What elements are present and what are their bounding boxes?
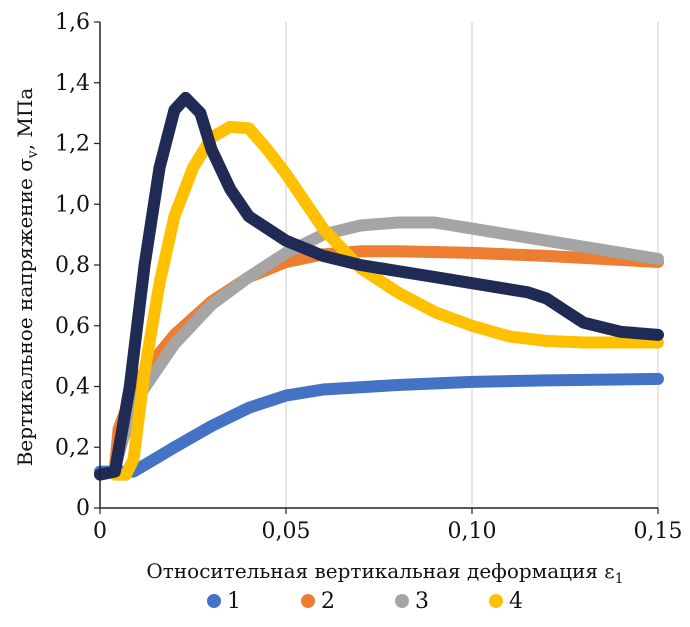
y-tick-label: 0,8	[55, 253, 90, 278]
y-tick-label: 0,4	[55, 375, 90, 400]
x-tick-label: 0,05	[262, 519, 311, 544]
y-tick-label: 1,4	[55, 71, 90, 96]
x-tick-label: 0,15	[634, 519, 683, 544]
x-axis-title-main: Относительная вертикальная деформация ε	[146, 559, 614, 583]
legend-label-1: 1	[227, 589, 241, 614]
x-tick-label: 0	[93, 519, 107, 544]
series-line-4	[108, 120, 664, 481]
y-axis-title: Вертикальное напряжение σv, МПа	[13, 88, 41, 467]
series-lines	[94, 91, 664, 481]
y-tick-label: 0,2	[55, 435, 90, 460]
legend: 1 2 3 4	[207, 589, 523, 614]
x-axis-title-subscript: 1	[615, 571, 624, 587]
y-tick-label: 0,6	[55, 314, 90, 339]
series-line-2	[108, 245, 664, 475]
y-axis-title-main: Вертикальное напряжение σ	[13, 158, 37, 466]
legend-label-4: 4	[509, 589, 523, 614]
x-axis-title: Относительная вертикальная деформация ε1	[146, 559, 623, 587]
y-tick-label: 0	[76, 496, 90, 521]
legend-marker-3	[395, 594, 409, 608]
legend-label-3: 3	[415, 589, 429, 614]
y-axis-title-subscript: v	[25, 150, 41, 159]
y-axis-title-unit: , МПа	[13, 88, 37, 151]
y-tick-label: 1,2	[55, 132, 90, 157]
series-line-1	[94, 372, 664, 478]
series-line-unlabeled-4	[94, 91, 664, 481]
legend-marker-1	[207, 594, 221, 608]
legend-marker-2	[301, 594, 315, 608]
x-tick-label: 0,10	[448, 519, 497, 544]
legend-marker-4	[489, 594, 503, 608]
y-tick-labels: 0 0,2 0,4 0,6 0,8 1,0 1,2 1,4 1,6	[55, 10, 100, 521]
x-tick-labels: 0 0,05 0,10 0,15	[93, 508, 682, 544]
y-tick-label: 1,0	[55, 192, 90, 217]
y-tick-label: 1,6	[55, 10, 90, 35]
legend-label-2: 2	[321, 589, 335, 614]
